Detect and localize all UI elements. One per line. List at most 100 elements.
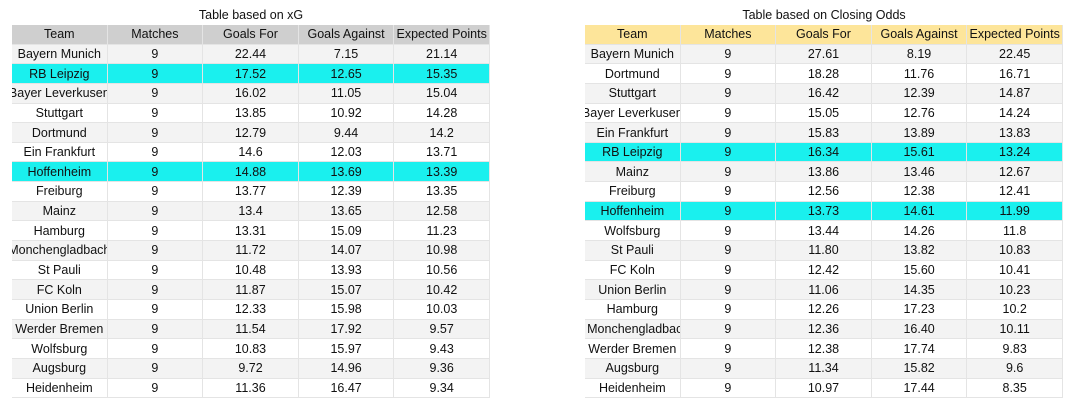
table-cell: 9 — [681, 123, 777, 142]
table-cell: RB Leipzig — [12, 64, 108, 83]
table-cell: Bayern Munich — [585, 44, 681, 64]
table-cell: 14.28 — [394, 103, 490, 123]
table-cell: 11.34 — [776, 358, 872, 378]
table-cell: 12.79 — [203, 123, 299, 142]
cell-text: 10.83 — [234, 341, 267, 356]
cell-text: Expected Points — [969, 27, 1060, 42]
table-cell: 8.35 — [967, 378, 1063, 398]
cell-text: Bayern Munich — [17, 46, 101, 61]
table-cell: Freiburg — [585, 182, 681, 201]
cell-text: 13.85 — [234, 105, 267, 120]
cell-text: Monchengladbach — [12, 243, 108, 258]
table-cell: FC Koln — [585, 260, 681, 280]
table-cell: 9 — [681, 44, 777, 64]
table-cell: Monchengladbach — [12, 241, 108, 260]
cell-text: 14.35 — [903, 282, 935, 297]
table-cell: 9 — [681, 182, 777, 201]
cell-text: 10.48 — [234, 263, 267, 277]
cell-text: 13.44 — [807, 223, 840, 238]
table-cell: Team — [585, 25, 681, 44]
table-cell: 9 — [108, 280, 204, 299]
table-cell: 9.34 — [394, 378, 490, 398]
cell-text: 17.23 — [903, 302, 935, 317]
table-cell: 9 — [108, 142, 204, 162]
cell-text: 11.99 — [999, 204, 1030, 219]
table-cell: 13.71 — [394, 142, 490, 162]
cell-text: Hamburg — [33, 223, 85, 238]
cell-text: 14.6 — [238, 145, 263, 160]
table-cell: 9 — [108, 241, 204, 260]
table-cell: 9 — [681, 241, 777, 260]
table-cell: 9.57 — [394, 319, 490, 339]
cell-text: Stuttgart — [35, 105, 83, 120]
cell-text: 9 — [724, 341, 732, 356]
table-cell: 9 — [108, 103, 204, 123]
cell-text: 22.45 — [999, 46, 1031, 61]
cell-text: 15.04 — [426, 86, 458, 101]
table-cell: Expected Points — [967, 25, 1063, 44]
table-cell: 13.24 — [967, 142, 1063, 162]
table-cell: Mainz — [585, 162, 681, 182]
table-cell: 15.04 — [394, 83, 490, 103]
table-cell: 9 — [108, 378, 204, 398]
cell-text: 9.36 — [429, 361, 454, 376]
cell-text: 9 — [724, 282, 732, 297]
table-cell: 13.39 — [394, 162, 490, 182]
table-row: Ein Frankfurt 9 15.83 13.89 13.83 — [585, 123, 1063, 143]
table-cell: 15.60 — [872, 260, 968, 280]
cell-text: Ein Frankfurt — [596, 125, 669, 140]
cell-text: 15.07 — [330, 282, 362, 297]
table-cell: 9 — [681, 142, 777, 162]
cell-text: 15.98 — [330, 302, 362, 317]
cell-text: 9 — [724, 243, 732, 258]
cell-text: 9 — [151, 204, 159, 219]
cell-text: 12.03 — [330, 145, 362, 160]
table-cell: Bayer Leverkusen — [12, 83, 108, 103]
cell-text: 9 — [151, 263, 159, 277]
table-cell: 10.03 — [394, 299, 490, 319]
cell-text: 10.2 — [1002, 302, 1027, 317]
table-cell: 10.83 — [967, 241, 1063, 260]
cell-text: 9.44 — [333, 125, 359, 140]
cell-text: B Monchengladbach — [585, 321, 681, 336]
table-row: Dortmund 9 12.79 9.44 14.2 — [12, 123, 490, 143]
cell-text: 12.39 — [903, 86, 935, 101]
cell-text: 13.24 — [999, 145, 1031, 160]
cell-text: 11.8 — [1002, 223, 1027, 238]
table-row: Freiburg 9 13.77 12.39 13.35 — [12, 182, 490, 202]
table-cell: 16.71 — [967, 64, 1063, 83]
table-cell: 13.73 — [776, 201, 872, 221]
cell-text: 9 — [724, 302, 732, 317]
cell-text: 9 — [151, 164, 159, 179]
table-cell: 13.44 — [776, 221, 872, 241]
cell-text: 12.41 — [999, 184, 1031, 199]
cell-text: Wolfsburg — [604, 223, 661, 238]
table-cell: 9 — [108, 182, 204, 201]
cell-text: 12.76 — [903, 105, 935, 120]
cell-text: 12.38 — [807, 341, 840, 356]
table-cell: 10.56 — [394, 260, 490, 280]
table-cell: 11.76 — [872, 64, 968, 83]
cell-text: Bayer Leverkusen — [585, 105, 681, 120]
cell-text: 14.88 — [234, 164, 267, 179]
cell-text: 9 — [151, 321, 159, 336]
table-row: Bayern Munich 9 22.44 7.15 21.14 — [12, 44, 490, 65]
table-cell: 15.97 — [299, 339, 395, 358]
cell-text: Freiburg — [36, 184, 83, 199]
table-cell: 15.82 — [872, 358, 968, 378]
table-cell: 9 — [108, 201, 204, 221]
table-row: Stuttgart 9 16.42 12.39 14.87 — [585, 83, 1063, 104]
table-cell: Mainz — [12, 201, 108, 221]
cell-text: FC Koln — [36, 282, 82, 297]
cell-text: 14.96 — [330, 361, 362, 376]
cell-text: 16.42 — [807, 86, 840, 101]
cell-text: 14.28 — [426, 105, 458, 120]
table-cell: Hamburg — [12, 221, 108, 241]
cell-text: 9 — [724, 321, 732, 336]
cell-text: 9 — [724, 164, 732, 179]
table-cell: 12.76 — [872, 103, 968, 123]
cell-text: Team — [617, 27, 648, 42]
table-cell: 16.47 — [299, 378, 395, 398]
table-cell: 9 — [681, 299, 777, 319]
table-cell: 27.61 — [776, 44, 872, 64]
